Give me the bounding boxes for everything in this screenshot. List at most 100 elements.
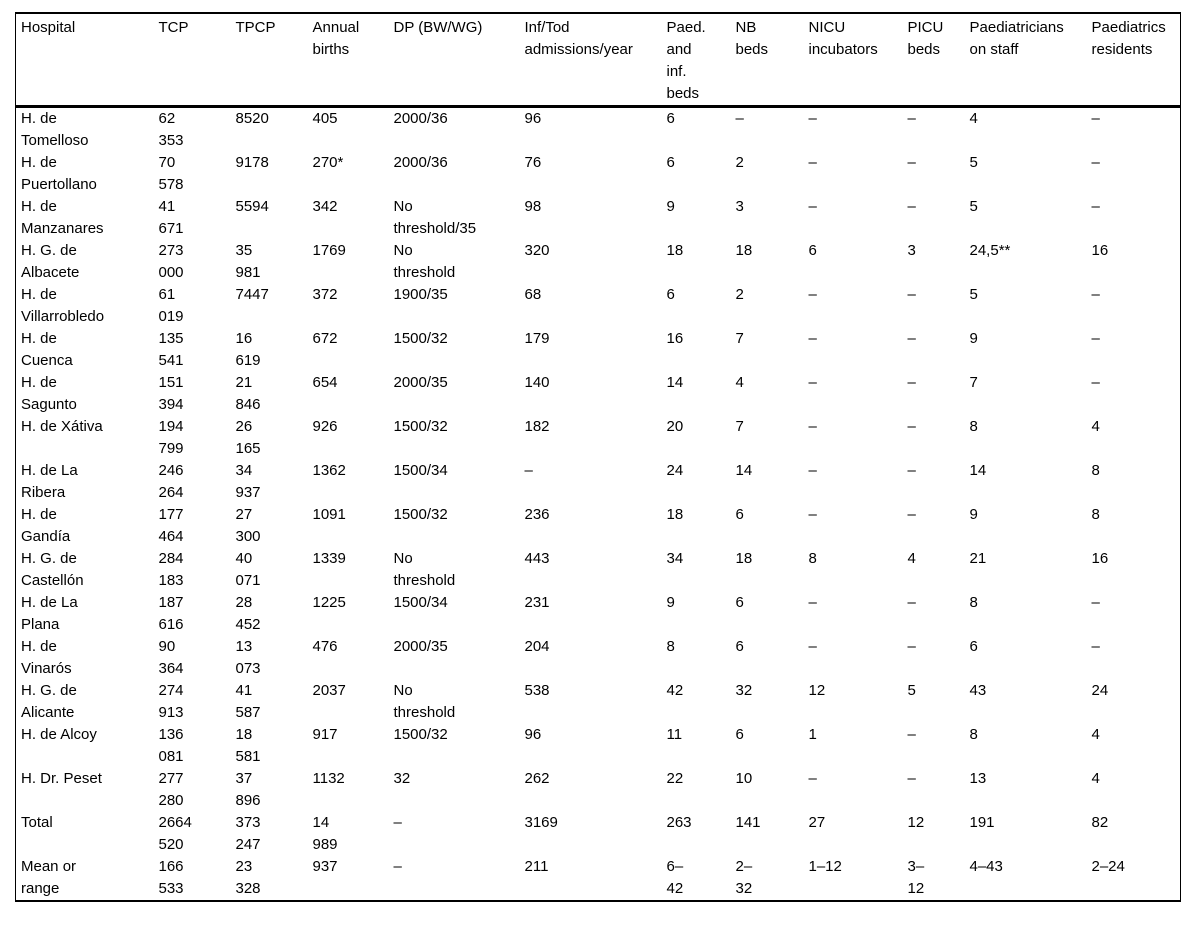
column-header: Inf/Tod admissions/year xyxy=(524,13,667,108)
table-row: H. de Vinarós 90 364 13 073 476 2000/35 204 8 6… xyxy=(16,636,1181,680)
table-cell: 14 989 xyxy=(312,814,338,853)
table-cell: 16 xyxy=(666,330,684,347)
column-header: TCP xyxy=(158,13,236,108)
table-cell: – xyxy=(907,110,916,127)
table-cell: No threshold xyxy=(393,550,456,589)
table-cell: 6 xyxy=(735,506,744,523)
table-cell: 24 xyxy=(1091,682,1109,699)
table-row: H. de Alcoy 136 081 18 581 917 1500/32 96 11 6 1… xyxy=(16,724,1181,768)
table-cell: 43 xyxy=(969,682,987,699)
table-row: H. de La Plana 187 616 28 452 1225 1500/34 23… xyxy=(16,592,1181,636)
table-cell: – xyxy=(907,418,916,435)
table-cell: 13 xyxy=(969,770,987,787)
table-cell: 10 xyxy=(735,770,753,787)
table-cell: 136 081 xyxy=(158,726,184,765)
column-header: Paediatrics residents xyxy=(1091,13,1181,108)
table-cell: 34 xyxy=(666,550,684,567)
table-cell: 41 587 xyxy=(235,682,261,721)
table-cell: 182 xyxy=(524,418,550,435)
table-cell: 672 xyxy=(312,330,338,347)
table-row: H. de Tomelloso 62 353 8520 405 2000/36 96 6 – –… xyxy=(16,107,1181,153)
table-cell: 16 xyxy=(1091,550,1109,567)
table-cell: 2– 32 xyxy=(735,858,753,897)
table-cell: 11 xyxy=(666,726,683,743)
table-cell: 4–43 xyxy=(969,858,1003,875)
table-cell: 70 578 xyxy=(158,154,184,193)
column-header: TPCP xyxy=(235,13,313,108)
table-cell: 3 xyxy=(735,198,744,215)
table-cell: No threshold/35 xyxy=(393,198,477,237)
table-cell: – xyxy=(808,330,817,347)
table-cell: 6 xyxy=(666,286,675,303)
table-cell: 22 xyxy=(666,770,684,787)
hospital-name-cell: H. G. de Alicante xyxy=(21,682,77,721)
table-cell: 1362 xyxy=(312,462,346,479)
table-cell: – xyxy=(808,286,817,303)
table-cell: 34 937 xyxy=(235,462,261,501)
table-cell: – xyxy=(1091,110,1100,127)
table-cell: 42 xyxy=(666,682,684,699)
table-cell: 62 353 xyxy=(158,110,184,149)
table-cell: 14 xyxy=(735,462,753,479)
table-cell: 6 xyxy=(735,594,744,611)
table-cell: 141 xyxy=(735,814,761,831)
table-cell: 82 xyxy=(1091,814,1109,831)
hospital-name-cell: H. de Vinarós xyxy=(21,638,72,677)
table-cell: 68 xyxy=(524,286,542,303)
table-cell: 37 896 xyxy=(235,770,261,809)
table-cell: 2664 520 xyxy=(158,814,192,853)
table-cell: – xyxy=(1091,198,1100,215)
table-cell: – xyxy=(393,858,402,875)
table-row: H. de Xátiva 194 799 26 165 926 1500/32 182 20… xyxy=(16,416,1181,460)
table-row: H. de Cuenca 135 541 16 619 672 1500/32 179 16… xyxy=(16,328,1181,372)
table-cell: 8 xyxy=(666,638,675,655)
table-cell: 1500/32 xyxy=(393,330,448,347)
table-cell: – xyxy=(808,462,817,479)
column-header: PICU beds xyxy=(907,13,970,108)
table-cell: 9 xyxy=(666,594,675,611)
table-cell: – xyxy=(808,154,817,171)
table-cell: 27 300 xyxy=(235,506,261,545)
column-header: NB beds xyxy=(735,13,809,108)
table-cell: 24,5** xyxy=(969,242,1011,259)
table-cell: 8 xyxy=(969,726,978,743)
table-cell: 21 846 xyxy=(235,374,261,413)
table-cell: 187 616 xyxy=(158,594,184,633)
table-cell: – xyxy=(808,594,817,611)
table-cell: 7 xyxy=(969,374,978,391)
table-cell: – xyxy=(907,154,916,171)
table-cell: 372 xyxy=(312,286,338,303)
column-header: Hospital xyxy=(15,13,159,108)
table-cell: 204 xyxy=(524,638,550,655)
table-cell: – xyxy=(907,286,916,303)
table-cell: 8 xyxy=(1091,462,1100,479)
table-cell: 274 913 xyxy=(158,682,184,721)
table-cell: 16 xyxy=(1091,242,1109,259)
table-cell: 2 xyxy=(735,154,744,171)
hospital-name-cell: H. G. de Castellón xyxy=(21,550,84,589)
table-cell: 1091 xyxy=(312,506,346,523)
table-cell: 2–24 xyxy=(1091,858,1125,875)
table-cell: 1500/34 xyxy=(393,594,448,611)
table-cell: – xyxy=(808,374,817,391)
table-cell: – xyxy=(735,110,744,127)
table-cell: 1–12 xyxy=(808,858,842,875)
table-cell: – xyxy=(907,330,916,347)
table-cell: 8 xyxy=(969,594,978,611)
table-cell: 41 671 xyxy=(158,198,184,237)
table-cell: 2 xyxy=(735,286,744,303)
table-row: H. de Puertollano 70 578 9178 270* 2000/36 76… xyxy=(16,152,1181,196)
table-cell: 2037 xyxy=(312,682,346,699)
table-cell: 140 xyxy=(524,374,550,391)
table-cell: – xyxy=(907,770,916,787)
table-cell: 6 xyxy=(666,154,675,171)
table-body: H. de Tomelloso 62 353 8520 405 2000/36 96 6– –… xyxy=(16,107,1181,902)
table-cell: 166 533 xyxy=(158,858,184,897)
table-cell: 177 464 xyxy=(158,506,184,545)
table-cell: – xyxy=(907,594,916,611)
table-cell: 1769 xyxy=(312,242,346,259)
table-cell: – xyxy=(907,506,916,523)
table-cell: 12 xyxy=(808,682,826,699)
table-cell: 2000/36 xyxy=(393,154,448,171)
table-cell: 5 xyxy=(969,198,978,215)
